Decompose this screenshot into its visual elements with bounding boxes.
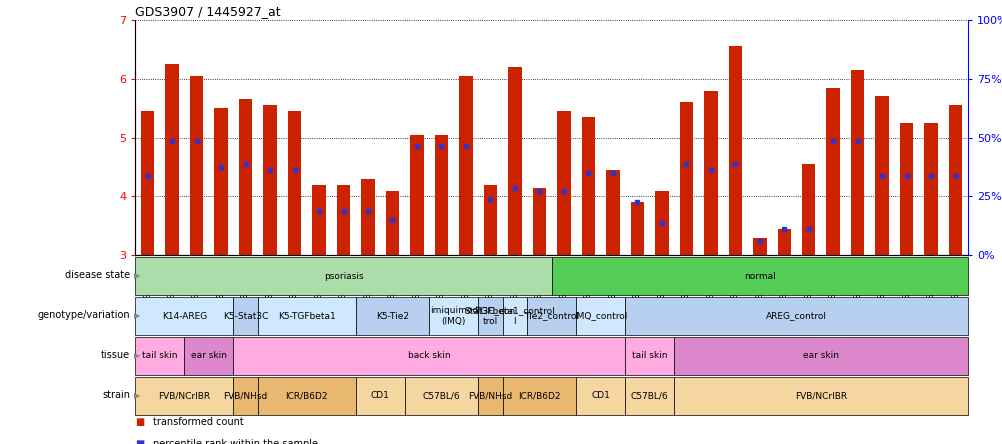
- Text: imiquimod
(IMQ): imiquimod (IMQ): [429, 306, 477, 326]
- Bar: [459, 76, 472, 255]
- Bar: [777, 229, 791, 255]
- Bar: [924, 123, 937, 255]
- Text: C57BL/6: C57BL/6: [630, 392, 667, 400]
- Bar: [899, 123, 913, 255]
- Text: ▶: ▶: [134, 351, 140, 360]
- Bar: [508, 67, 521, 255]
- Bar: [288, 111, 301, 255]
- Bar: [165, 64, 178, 255]
- Text: disease state: disease state: [65, 270, 130, 280]
- Bar: [264, 105, 277, 255]
- Text: psoriasis: psoriasis: [324, 272, 363, 281]
- Text: ear skin: ear skin: [190, 352, 226, 361]
- Text: ▶: ▶: [134, 391, 140, 400]
- Bar: [875, 96, 888, 255]
- Text: CD1: CD1: [371, 392, 390, 400]
- Text: IMQ_control: IMQ_control: [573, 312, 626, 321]
- Text: ■: ■: [135, 439, 144, 444]
- Text: FVB/NCrIBR: FVB/NCrIBR: [158, 392, 210, 400]
- Text: ICR/B6D2: ICR/B6D2: [286, 392, 328, 400]
- Bar: [410, 135, 423, 255]
- Text: Stat3C_con
trol: Stat3C_con trol: [464, 306, 516, 326]
- Text: transformed count: transformed count: [153, 417, 243, 428]
- Text: normal: normal: [743, 272, 775, 281]
- Text: AREG_control: AREG_control: [766, 312, 827, 321]
- Text: percentile rank within the sample: percentile rank within the sample: [153, 439, 319, 444]
- Text: CD1: CD1: [590, 392, 609, 400]
- Bar: [312, 185, 326, 255]
- Bar: [753, 238, 766, 255]
- Bar: [556, 111, 570, 255]
- Text: tail skin: tail skin: [631, 352, 666, 361]
- Text: FVB/NHsd: FVB/NHsd: [223, 392, 268, 400]
- Text: ■: ■: [135, 417, 144, 428]
- Text: K5-TGFbeta1: K5-TGFbeta1: [278, 312, 336, 321]
- Text: K14-AREG: K14-AREG: [161, 312, 206, 321]
- Text: tail skin: tail skin: [142, 352, 177, 361]
- Bar: [826, 87, 839, 255]
- Text: back skin: back skin: [408, 352, 450, 361]
- Text: tissue: tissue: [101, 350, 130, 360]
- Text: FVB/NCrIBR: FVB/NCrIBR: [795, 392, 847, 400]
- Text: genotype/variation: genotype/variation: [38, 310, 130, 320]
- Bar: [727, 47, 741, 255]
- Text: Tie2_control: Tie2_control: [524, 312, 578, 321]
- Text: FVB/NHsd: FVB/NHsd: [468, 392, 512, 400]
- Text: K5-Stat3C: K5-Stat3C: [222, 312, 268, 321]
- Text: TGFbeta1_control
l: TGFbeta1_control l: [475, 306, 554, 326]
- Bar: [654, 190, 668, 255]
- Text: C57BL/6: C57BL/6: [422, 392, 460, 400]
- Bar: [850, 70, 864, 255]
- Bar: [214, 108, 227, 255]
- Text: ▶: ▶: [134, 311, 140, 320]
- Bar: [630, 202, 643, 255]
- Text: ▶: ▶: [134, 271, 140, 280]
- Bar: [802, 164, 815, 255]
- Text: strain: strain: [102, 390, 130, 400]
- Bar: [434, 135, 448, 255]
- Text: ICR/B6D2: ICR/B6D2: [518, 392, 560, 400]
- Bar: [581, 117, 594, 255]
- Bar: [386, 190, 399, 255]
- Bar: [703, 91, 716, 255]
- Text: ear skin: ear skin: [803, 352, 838, 361]
- Bar: [605, 170, 619, 255]
- Bar: [189, 76, 203, 255]
- Bar: [483, 185, 497, 255]
- Text: GDS3907 / 1445927_at: GDS3907 / 1445927_at: [135, 5, 281, 18]
- Bar: [238, 99, 253, 255]
- Bar: [679, 103, 692, 255]
- Bar: [948, 105, 962, 255]
- Bar: [337, 185, 350, 255]
- Text: K5-Tie2: K5-Tie2: [376, 312, 409, 321]
- Bar: [361, 179, 375, 255]
- Bar: [532, 188, 546, 255]
- Bar: [140, 111, 154, 255]
